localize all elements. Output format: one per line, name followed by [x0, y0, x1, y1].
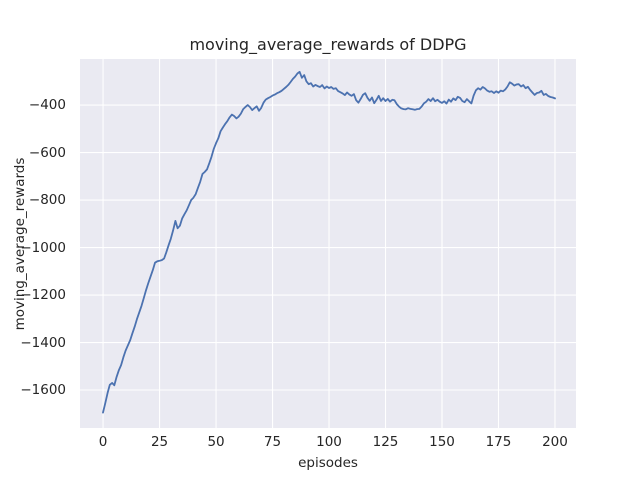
y-axis-label: moving_average_rewards: [12, 157, 28, 331]
x-tick-label: 175: [485, 434, 512, 450]
y-tick-label: −400: [28, 97, 66, 114]
y-tick-label: −600: [28, 144, 66, 161]
x-tick-label: 100: [316, 434, 342, 450]
x-tick-label: 150: [429, 434, 455, 450]
reward-line: [102, 70, 556, 414]
y-tick-label: −800: [28, 192, 66, 209]
x-tick-label: 200: [542, 434, 568, 450]
y-tick-label: −1000: [20, 239, 66, 256]
chart-title: moving_average_rewards of DDPG: [189, 35, 467, 54]
plot-background: [80, 59, 576, 428]
y-tick-label: −1400: [20, 334, 66, 351]
x-tick-label: 50: [207, 434, 225, 450]
y-tick-label: −1200: [20, 287, 66, 304]
x-tick-label: 125: [372, 434, 399, 450]
x-tick-label: 75: [263, 434, 282, 450]
y-tick-label: −1600: [20, 382, 66, 398]
x-tick-label: 0: [98, 434, 108, 450]
x-axis-label: episodes: [298, 455, 358, 471]
x-tick-label: 25: [150, 434, 169, 450]
